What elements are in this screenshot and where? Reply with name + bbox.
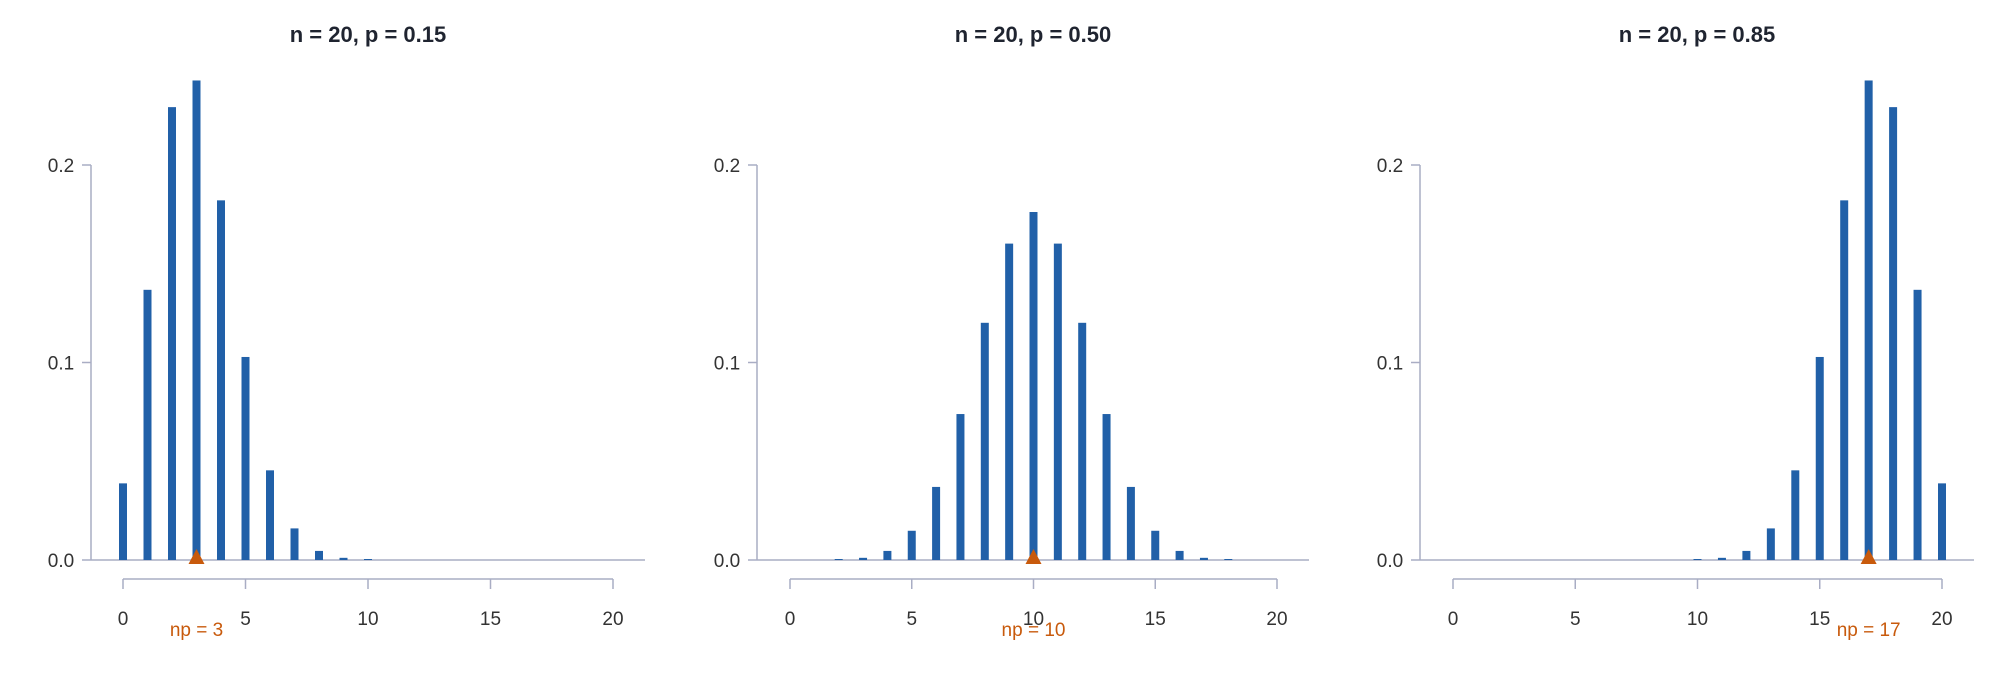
chart-title: n = 20, p = 0.85 — [1619, 22, 1776, 47]
bar-0 — [119, 483, 127, 560]
y-tick-label: 0.1 — [714, 354, 740, 375]
mean-label: np = 17 — [1837, 620, 1901, 641]
bar-11 — [1053, 243, 1062, 561]
bar-7 — [290, 528, 299, 560]
bar-5 — [907, 530, 916, 560]
bar-17 — [1199, 557, 1208, 560]
bar-8 — [980, 322, 989, 560]
mean-label: np = 3 — [170, 620, 223, 641]
bar-15 — [1815, 356, 1824, 560]
x-tick-label: 10 — [1023, 609, 1044, 630]
bar-6 — [266, 470, 274, 560]
x-tick-label: 0 — [785, 609, 796, 630]
bar-20 — [1938, 483, 1946, 560]
y-tick-label: 0.2 — [1377, 156, 1403, 177]
y-tick-label: 0.0 — [714, 551, 740, 572]
bar-1 — [143, 289, 152, 560]
bar-16 — [1840, 200, 1849, 561]
bar-10 — [1693, 559, 1702, 560]
bar-18 — [1224, 559, 1233, 560]
bar-6 — [932, 486, 941, 560]
x-tick-label: 20 — [1266, 609, 1287, 630]
x-tick-label: 15 — [480, 609, 501, 630]
y-tick-label: 0.0 — [1377, 551, 1403, 572]
x-tick-label: 5 — [1570, 609, 1581, 630]
x-tick-label: 15 — [1809, 609, 1830, 630]
x-tick-label: 15 — [1145, 609, 1166, 630]
bar-18 — [1889, 107, 1898, 560]
x-tick-label: 20 — [1931, 609, 1952, 630]
bar-13 — [1766, 528, 1775, 560]
mean-marker-triangle — [188, 549, 205, 564]
x-tick-label: 10 — [357, 609, 378, 630]
y-tick-label: 0.0 — [48, 551, 74, 572]
bar-9 — [339, 557, 348, 560]
y-tick-label: 0.1 — [1377, 354, 1403, 375]
bar-3 — [192, 80, 201, 560]
bar-11 — [1717, 557, 1726, 560]
bar-19 — [1913, 289, 1922, 560]
mean-marker-triangle — [1860, 549, 1877, 564]
chart-panel-2: n = 20, p = 0.50 0.0 0.1 0.2 0 5 10 15 20 np = 10 — [714, 22, 1309, 641]
bar-10 — [364, 559, 372, 560]
bar-8 — [315, 550, 323, 560]
bar-14 — [1126, 486, 1135, 560]
bar-13 — [1102, 414, 1111, 560]
x-tick-label: 5 — [906, 609, 917, 630]
x-tick-label: 0 — [118, 609, 129, 630]
bar-16 — [1175, 550, 1184, 560]
x-tick-label: 5 — [240, 609, 251, 630]
bar-17 — [1864, 80, 1873, 560]
y-tick-label: 0.2 — [714, 156, 740, 177]
bar-4 — [217, 200, 225, 561]
x-tick-label: 20 — [602, 609, 623, 630]
chart-title: n = 20, p = 0.50 — [955, 22, 1112, 47]
bar-12 — [1078, 322, 1087, 560]
x-tick-label: 0 — [1448, 609, 1459, 630]
mean-marker-triangle — [1025, 549, 1042, 564]
x-tick-label: 10 — [1687, 609, 1708, 630]
bar-15 — [1151, 530, 1160, 560]
y-tick-label: 0.2 — [48, 156, 74, 177]
chart-panel-1: n = 20, p = 0.15 0.0 0.1 0.2 0 5 10 15 20 np = 3 — [48, 22, 645, 641]
bar-10 — [1029, 212, 1038, 560]
bar-4 — [883, 550, 892, 560]
bar-7 — [956, 414, 965, 560]
y-tick-label: 0.1 — [48, 354, 74, 375]
bar-2 — [168, 107, 176, 560]
bar-12 — [1742, 550, 1751, 560]
bar-2 — [834, 559, 843, 560]
bar-3 — [859, 557, 868, 560]
chart-panel-3: n = 20, p = 0.85 0.0 0.1 0.2 0 5 10 15 20 np = 17 — [1377, 22, 1974, 641]
chart-title: n = 20, p = 0.15 — [290, 22, 447, 47]
bar-14 — [1791, 470, 1800, 560]
mean-label: np = 10 — [1002, 620, 1066, 641]
bar-5 — [241, 356, 250, 560]
bar-9 — [1005, 243, 1014, 561]
